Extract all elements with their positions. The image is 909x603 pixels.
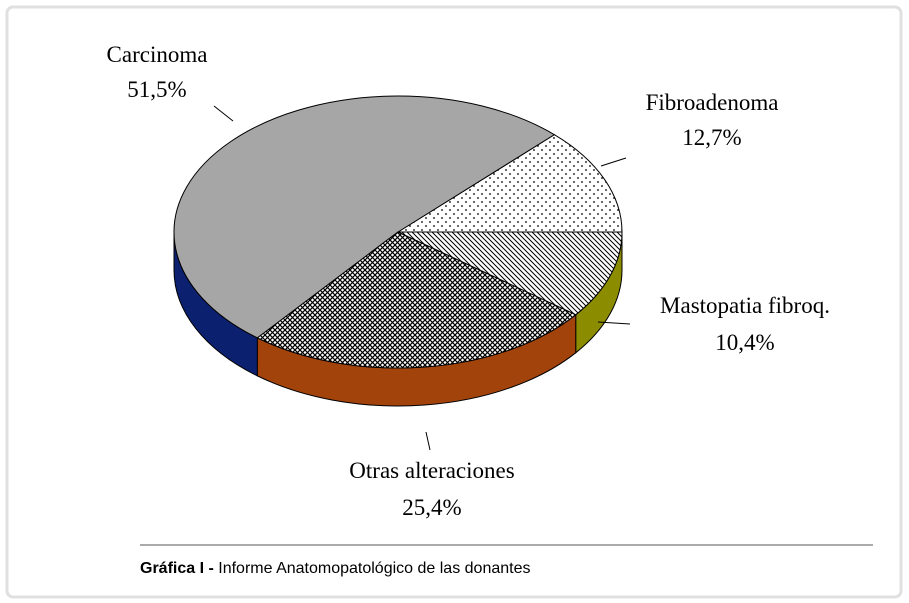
value-label: 12,7% bbox=[682, 125, 741, 150]
caption-label: Gráfica I - bbox=[140, 560, 214, 577]
leader-line bbox=[213, 105, 234, 122]
leader-line bbox=[425, 431, 431, 451]
value-label: 10,4% bbox=[715, 330, 774, 355]
slice-label: Carcinoma bbox=[107, 42, 208, 67]
caption-text: Informe Anatomopatológico de las donante… bbox=[218, 560, 530, 577]
leader-line bbox=[597, 321, 631, 325]
leader-line bbox=[600, 157, 627, 167]
value-label: 51,5% bbox=[127, 77, 186, 102]
value-label: 25,4% bbox=[402, 495, 461, 520]
caption: Gráfica I - Informe Anatomopatológico de… bbox=[140, 560, 530, 577]
slice-label: Mastopatia fibroq. bbox=[660, 293, 830, 318]
slice bbox=[256, 231, 577, 369]
slice bbox=[173, 95, 556, 339]
slice-label: Fibroadenoma bbox=[646, 90, 779, 115]
slice-label: Otras alteraciones bbox=[349, 458, 514, 483]
slice bbox=[397, 231, 623, 316]
pie bbox=[173, 95, 623, 407]
slice bbox=[396, 134, 623, 233]
